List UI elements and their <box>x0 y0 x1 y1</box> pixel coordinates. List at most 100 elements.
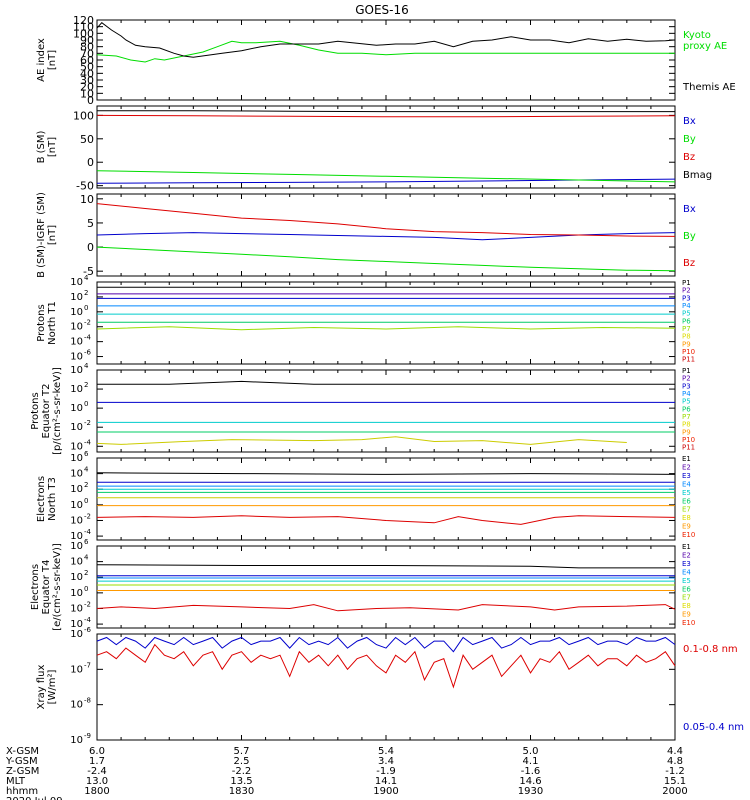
y-tick-label: 90 <box>80 34 94 47</box>
y-tick-label: 70 <box>80 47 94 60</box>
x-axis-tick-value: -2.2 <box>232 766 252 777</box>
legend-bmag: Bmag <box>683 170 712 181</box>
y-tick-label: 10 <box>70 453 83 464</box>
legend-channel: E4 <box>682 480 691 488</box>
y-tick-label: 0 <box>87 241 94 254</box>
legend-themis-ae: Themis AE <box>682 82 736 93</box>
legend-channel: E2 <box>682 551 691 559</box>
legend-channel: E3 <box>682 560 691 568</box>
y-tick-label-exponent: -4 <box>84 438 92 446</box>
legend-0-05-0-4-nm: 0.05-0.4 nm <box>683 722 744 733</box>
x-axis-tick-value: 6.0 <box>89 746 105 757</box>
y-tick-label: 100 <box>73 27 94 40</box>
panel-bsm: -50 0 50 100 B (SM) [nT] Bx By Bz Bmag <box>36 105 712 193</box>
y-tick-label: 10 <box>70 531 83 542</box>
x-axis-tick-value: -1.9 <box>376 766 396 777</box>
y-tick-label: 100 <box>73 109 94 122</box>
y-tick-label: 10 <box>70 365 83 376</box>
y-tick-label: -50 <box>76 180 94 193</box>
legend-channel: P4 <box>682 302 691 310</box>
legend-channel: P9 <box>682 340 691 348</box>
y-tick-label: 10 <box>70 557 83 568</box>
y-axis-label: [nT] <box>47 137 58 157</box>
y-axis-label: AE index <box>36 38 47 82</box>
x-axis-tick-value: 5.4 <box>378 746 394 757</box>
legend-bz: Bz <box>683 258 695 269</box>
figure-title: GOES-16 <box>355 3 409 17</box>
y-tick-label: 10 <box>70 588 83 599</box>
series-0-1-0-8-nm <box>96 643 676 689</box>
y-axis-label: North T3 <box>47 477 58 521</box>
legend-channel: E5 <box>682 489 691 497</box>
y-tick-label-exponent: 2 <box>84 569 88 577</box>
x-axis-tick-value: 5.0 <box>523 746 539 757</box>
x-axis-tick-value: -1.6 <box>521 766 541 777</box>
x-axis-row-label: Z-GSM <box>6 766 39 777</box>
legend-bx: Bx <box>683 116 696 127</box>
x-axis-tick-value: 2.5 <box>234 756 250 767</box>
y-tick-label-exponent: 4 <box>84 466 89 474</box>
x-axis-tick-value: 2000 <box>662 786 687 797</box>
y-axis-label: [W/m²] <box>47 669 58 704</box>
y-tick-label: 10 <box>70 500 83 511</box>
legend-channel: E2 <box>682 463 691 471</box>
x-axis-tick-value: 1930 <box>518 786 543 797</box>
series-e7 <box>96 604 676 612</box>
y-tick-label-exponent: -4 <box>84 616 92 624</box>
legend-channel: E5 <box>682 577 691 585</box>
legend-channel: E10 <box>682 531 695 539</box>
x-axis-row-label: MLT <box>6 776 26 787</box>
y-axis-label: [e/(cm²-s-sr-keV)] <box>52 543 63 631</box>
y-tick-label: 10 <box>70 277 83 288</box>
y-tick-label: 10 <box>70 469 83 480</box>
panel-frame <box>96 633 676 741</box>
x-axis-tick-value: -1.2 <box>665 766 685 777</box>
y-tick-label-exponent: -4 <box>84 334 92 342</box>
y-tick-label: 5 <box>87 217 94 230</box>
y-axis-label: Electrons <box>36 476 47 522</box>
y-tick-label: 0 <box>87 94 94 107</box>
y-tick-label: 40 <box>80 67 94 80</box>
legend-channel: E7 <box>682 506 691 514</box>
y-tick-label: 10 <box>80 193 94 206</box>
x-axis-tick-value: 13.5 <box>230 776 252 787</box>
y-tick-label: 10 <box>70 322 83 333</box>
legend-channel: E1 <box>682 543 691 551</box>
legend-channel: E3 <box>682 472 691 480</box>
y-tick-label-exponent: 0 <box>84 585 88 593</box>
y-tick-label: 10 <box>70 484 83 495</box>
x-axis-tick-value: 14.1 <box>375 776 397 787</box>
x-axis-row-label: 2020 Jul 09 <box>6 796 63 800</box>
legend-channel: P3 <box>682 382 691 390</box>
x-axis-tick-value: 14.6 <box>519 776 541 787</box>
legend-kyoto-proxy-ae: proxy AE <box>683 41 727 52</box>
legend-channel: E8 <box>682 514 691 522</box>
legend-by: By <box>683 134 696 145</box>
legend-channel: E6 <box>682 497 691 505</box>
series-p1 <box>97 380 675 385</box>
x-axis-tick-value: 4.4 <box>667 746 683 757</box>
legend-channel: E9 <box>682 611 691 619</box>
y-axis-label: B (SM)-IGRF (SM) <box>36 192 47 278</box>
x-axis-row-label: X-GSM <box>6 746 39 757</box>
y-axis-label: Protons <box>36 304 47 341</box>
y-tick-label-exponent: -2 <box>84 600 91 608</box>
y-tick-label: 50 <box>80 133 94 146</box>
y-tick-label: 10 <box>70 384 83 395</box>
y-tick-label: 10 <box>80 87 94 100</box>
x-axis-tick-value: 1830 <box>229 786 254 797</box>
y-tick-label: 10 <box>70 422 83 433</box>
legend-bx: Bx <box>683 204 696 215</box>
series-bz <box>96 114 676 118</box>
y-tick-label: 50 <box>80 61 94 74</box>
legend-channel: P8 <box>682 333 691 341</box>
y-axis-label: [nT] <box>47 225 58 245</box>
legend-channel: E9 <box>682 523 691 531</box>
y-tick-label-exponent: -4 <box>84 528 92 536</box>
y-tick-label: 30 <box>80 74 94 87</box>
y-tick-label-exponent: -9 <box>84 732 91 740</box>
panel-frame <box>96 545 676 629</box>
